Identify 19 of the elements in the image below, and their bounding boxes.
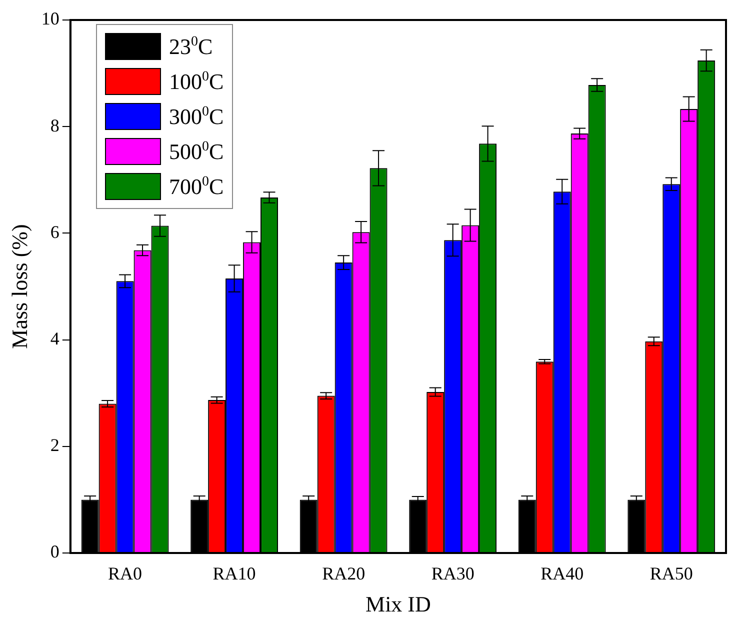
- x-tick-label: RA10: [212, 564, 256, 584]
- x-tick-label: RA40: [540, 564, 584, 584]
- legend-label: 300$^{0}$C: [169, 104, 224, 130]
- y-tick-label: 4: [50, 328, 60, 349]
- x-tick-label: RA20: [322, 564, 366, 584]
- y-tick-label: 2: [50, 435, 60, 456]
- legend-label: 700$^{0}$C: [169, 174, 224, 200]
- y-tick-label: 0: [50, 542, 60, 562]
- x-axis-title: Mix ID: [366, 592, 431, 617]
- legend-label: 100$^{0}$C: [169, 68, 224, 94]
- x-tick-label: RA0: [108, 564, 142, 584]
- legend-label: 23$^{0}$C: [169, 34, 213, 60]
- x-tick-label: RA30: [431, 564, 474, 584]
- y-tick-label: 10: [41, 8, 60, 29]
- y-tick-label: 8: [50, 115, 60, 136]
- y-axis-title: Mass loss (%): [6, 224, 32, 349]
- legend-label: 500$^{0}$C: [169, 138, 224, 164]
- x-tick-label: RA50: [650, 564, 693, 584]
- y-tick-label: 6: [50, 222, 60, 242]
